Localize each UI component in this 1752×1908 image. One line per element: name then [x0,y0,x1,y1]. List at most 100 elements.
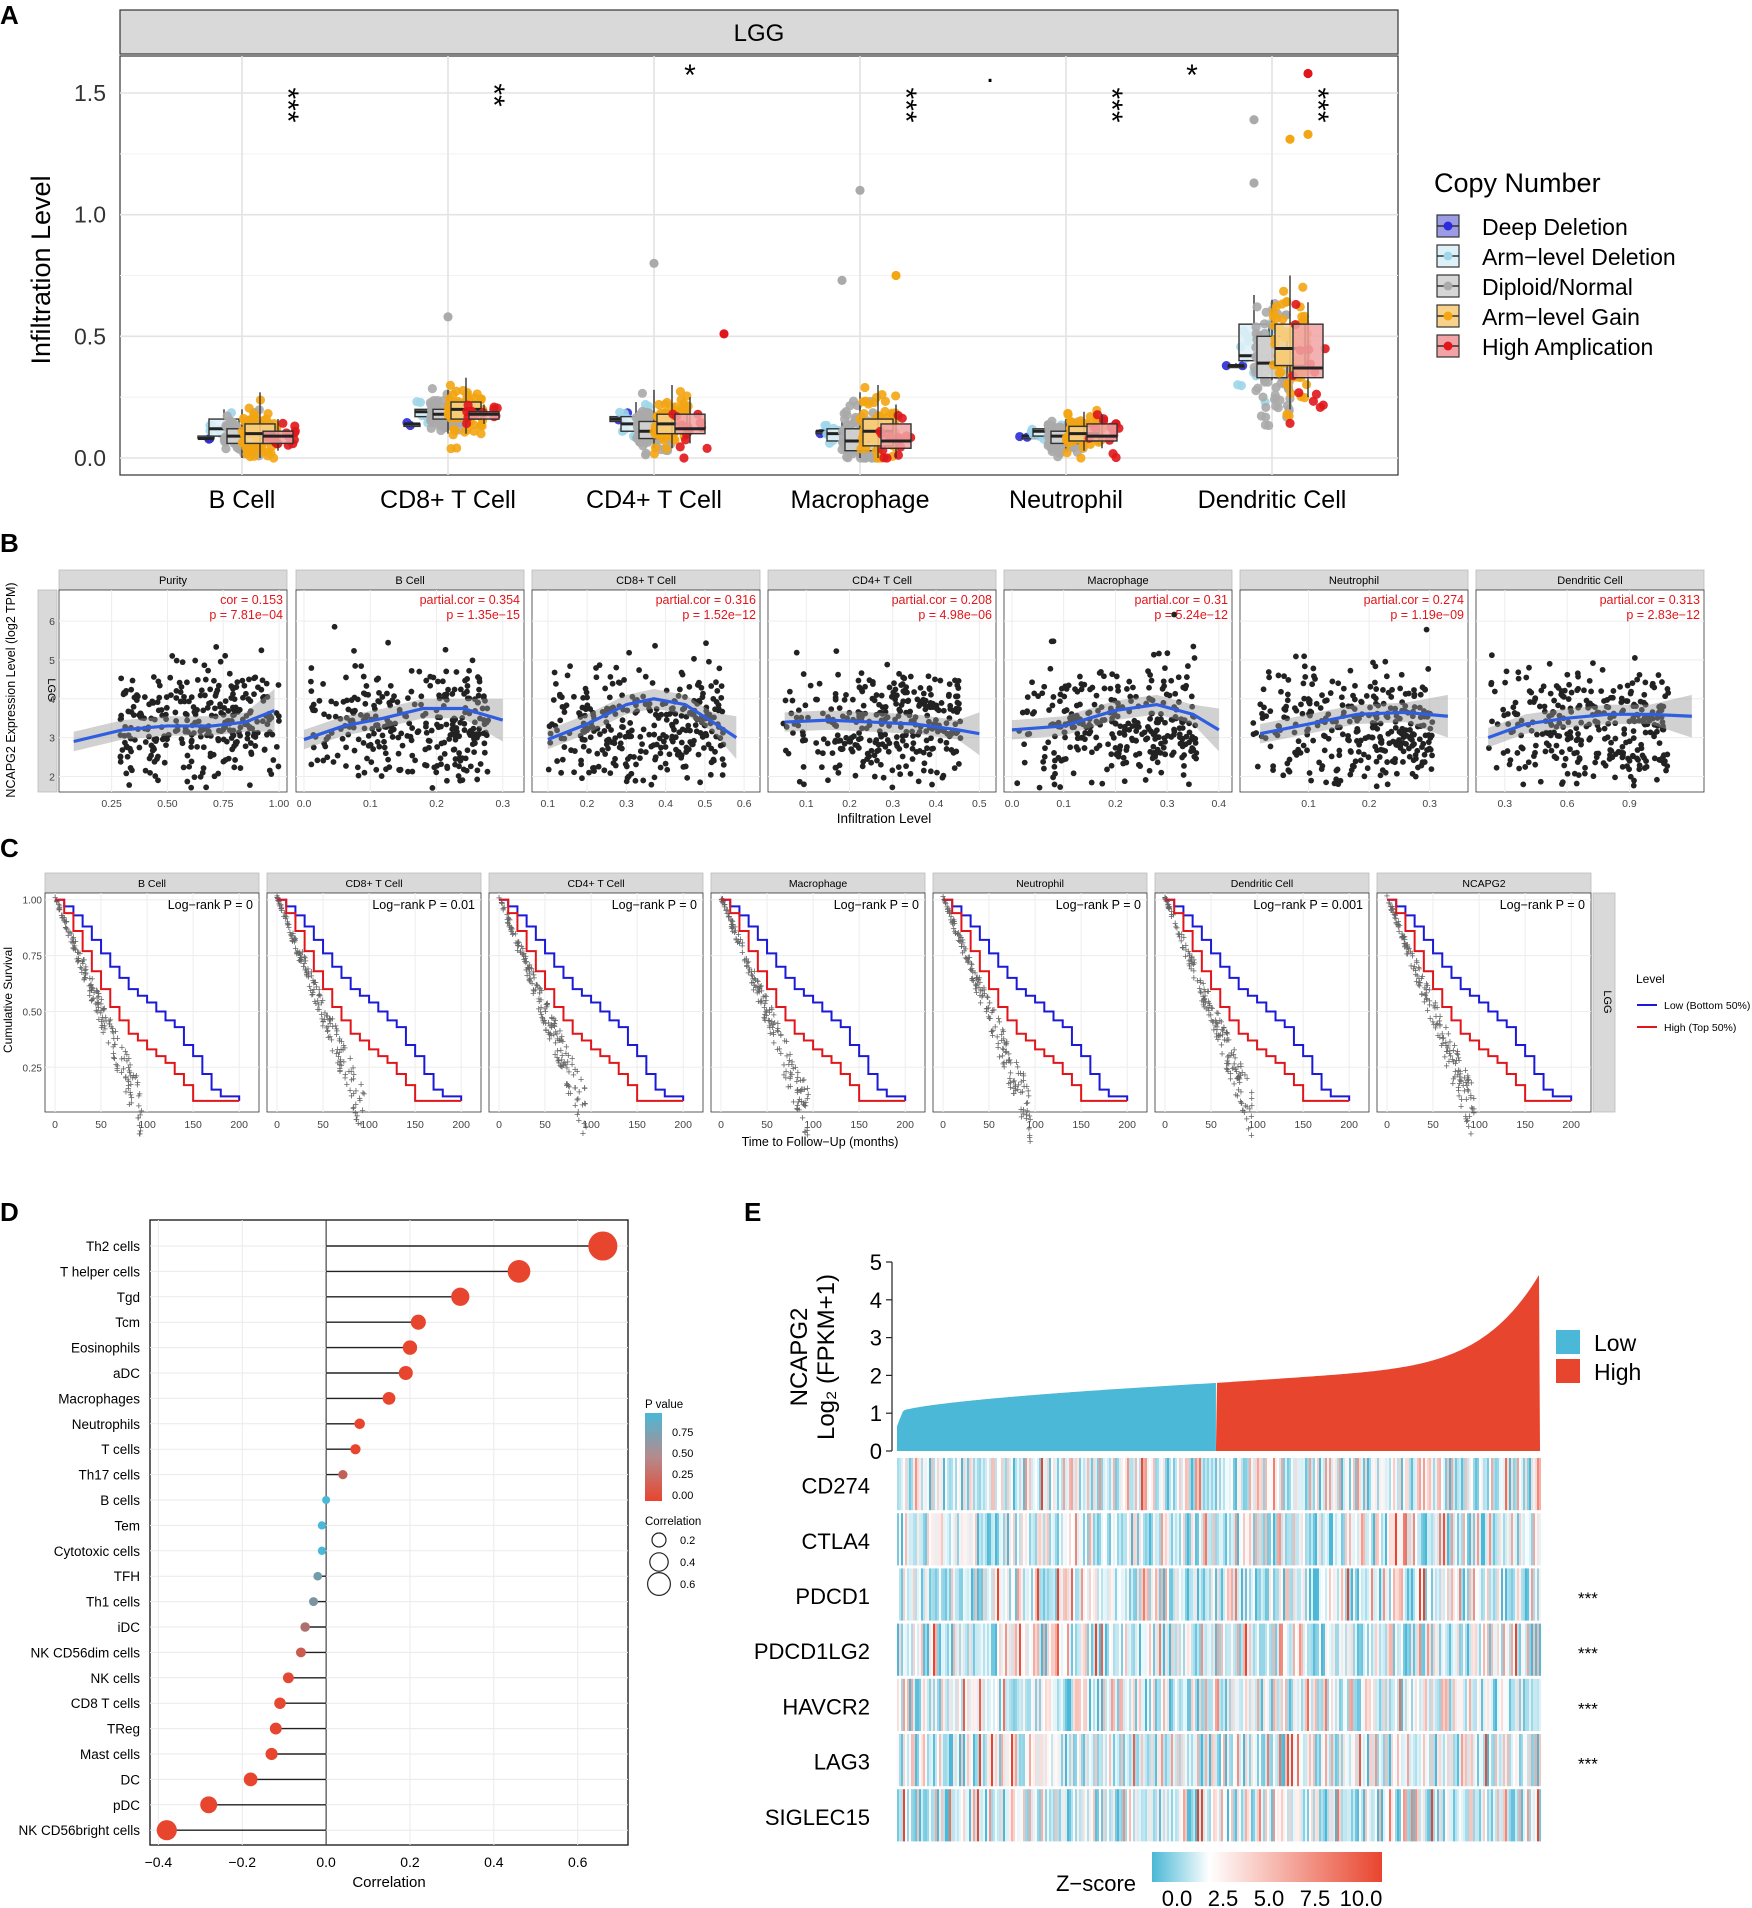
scatter-point [1382,658,1389,665]
scatter-point [637,748,644,755]
scatter-point [476,686,482,693]
scatter-point [934,769,940,776]
jitter-point [891,391,901,401]
scatter-point [423,729,430,736]
scatter-point [1161,751,1168,758]
scatter-point [1172,690,1179,697]
scatter-point [1619,743,1626,750]
scatter-point [1380,687,1386,693]
scatter-point [172,709,179,716]
facet-title: Purity [159,575,188,587]
censor-mark: + [990,1025,996,1037]
scatter-point [1416,736,1423,743]
scatter-point [1582,764,1588,771]
y-tick-label: 5 [49,655,55,667]
scatter-point [456,754,463,761]
scatter-point [649,680,656,686]
scatter-point [1587,700,1593,707]
scatter-point [1562,755,1569,762]
scatter-point [1373,758,1380,765]
scatter-point [1410,731,1417,737]
scatter-point [1600,760,1607,766]
censor-mark: + [563,1048,569,1060]
scatter-point [408,667,415,674]
scatter-point [608,739,615,746]
scatter-point [622,761,629,768]
scatter-point [852,772,859,779]
scatter-point [1150,651,1157,658]
scatter-point [316,697,323,704]
scatter-point [1393,770,1400,777]
scatter-point [1285,677,1292,683]
scatter-point [1526,664,1532,671]
scatter-point [1373,686,1380,692]
scatter-point [1189,734,1196,740]
scatter-point [389,734,396,740]
censor-mark: + [1003,1057,1009,1069]
scatter-point [1067,744,1074,751]
scatter-point [1123,759,1130,766]
censor-mark: + [778,1030,784,1042]
scatter-point [1512,699,1519,706]
scatter-point [1612,774,1618,781]
significance-marker: *** [889,87,922,122]
scatter-point [1055,754,1062,761]
jitter-point [1256,411,1266,421]
scatter-point [849,748,856,755]
scatter-point [324,754,331,761]
censor-mark: + [292,934,298,946]
scatter-point [444,777,450,784]
scatter-point [866,677,873,684]
scatter-point [606,694,613,701]
scatter-point [1581,687,1587,694]
scatter-point [322,743,329,750]
censor-mark: + [996,1016,1002,1028]
panel-label-c: C [0,833,19,863]
scatter-point [1379,767,1386,774]
scatter-point [168,692,174,699]
jitter-point [1062,448,1072,458]
censor-mark: + [333,1023,339,1035]
jitter-point [1270,390,1280,400]
scatter-point [203,784,210,791]
scatter-point [1389,758,1396,765]
y-axis-label: NCAPG2 Expression Level (log2 TPM) [4,582,18,797]
scatter-point [184,752,191,759]
scatter-point [1531,753,1537,760]
scatter-point [715,702,722,708]
scatter-point [222,698,229,705]
scatter-point [200,744,207,751]
scatter-point [1147,715,1153,722]
scatter-point [1651,684,1658,691]
scatter-point [1105,741,1111,748]
scatter-point [205,667,212,674]
scatter-point [561,744,568,750]
scatter-point [154,756,160,762]
scatter-point [386,764,393,771]
scatter-point [646,731,653,738]
facet-title: Macrophage [1087,575,1148,587]
scatter-point [1170,731,1177,738]
scatter-point [355,772,362,779]
jitter-point [221,421,231,431]
scatter-point [358,663,365,669]
jitter-point [1291,299,1301,310]
scatter-point [1300,680,1307,687]
scatter-point [1124,744,1130,750]
scatter-point [183,679,190,686]
scatter-point [602,751,609,757]
x-tick-label: 0.3 [886,798,901,810]
scatter-point [545,766,552,773]
scatter-point [1422,686,1429,693]
censor-mark: + [88,985,94,997]
strip-title: LGG [734,20,785,47]
scatter-point [197,773,204,780]
scatter-point [673,718,679,725]
scatter-point [594,750,601,757]
jitter-point [680,435,691,445]
stat-pvalue: p = 4.98e−06 [918,608,992,622]
scatter-point [1624,698,1631,705]
censor-mark: + [528,963,534,975]
scatter-point [708,745,715,752]
scatter-point [1488,679,1495,686]
